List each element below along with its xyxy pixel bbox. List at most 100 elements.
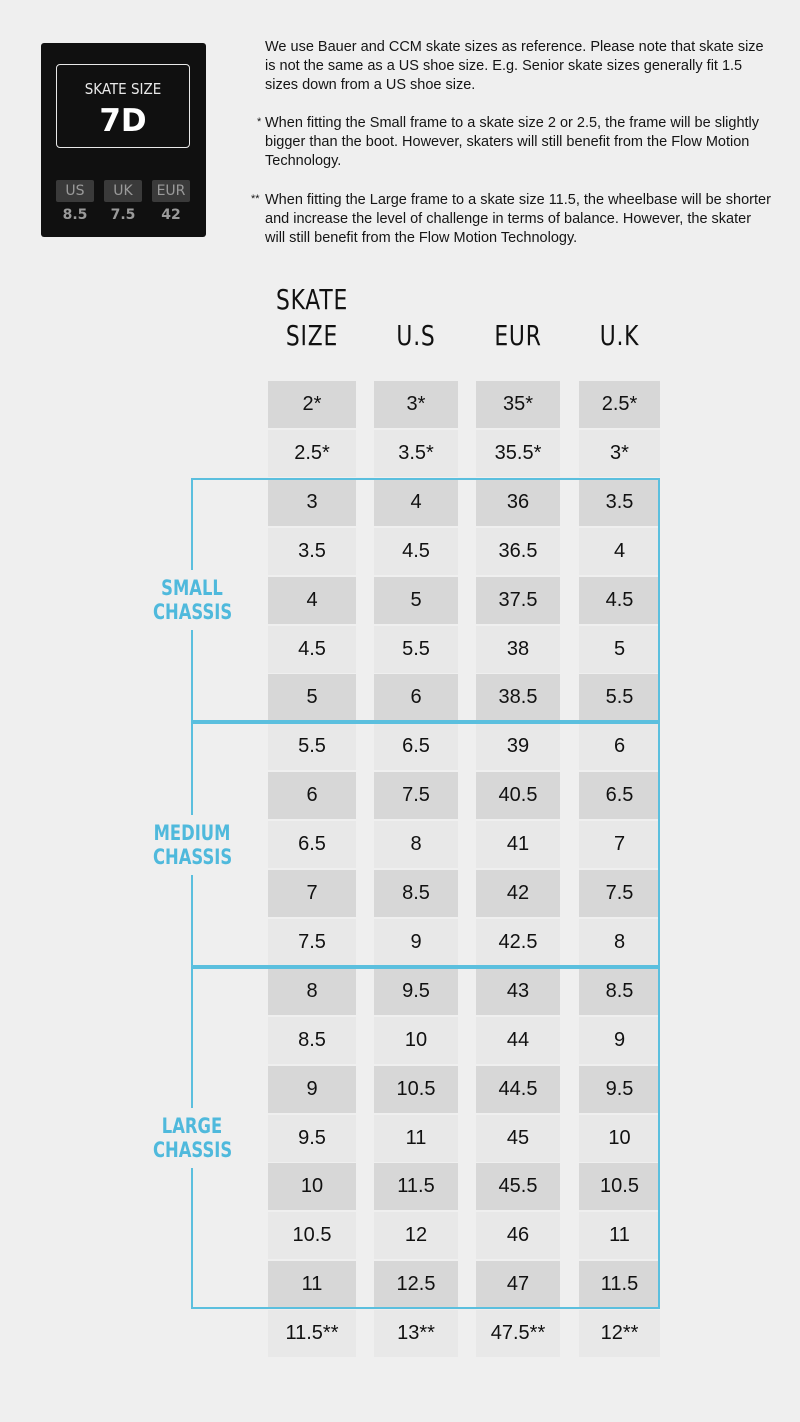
table-cell-uk: 11 [579, 1212, 660, 1260]
table-cell-uk: 4 [579, 527, 660, 575]
table-cell-uk: 9.5 [579, 1065, 660, 1113]
table-cell-uk: 3* [579, 429, 660, 477]
header-eur-line2: EUR [494, 319, 542, 352]
table-cell-us: 9 [374, 918, 458, 966]
table-cell-uk: 2.5* [579, 381, 660, 428]
small-chassis-box [191, 477, 660, 723]
header-uk-line2: U.K [599, 319, 640, 352]
table-cell-eur: 41 [476, 821, 560, 869]
table-cell-uk: 7 [579, 821, 660, 869]
header-skate-size: SKATE SIZE [262, 282, 362, 354]
table-cell-uk: 9 [579, 1016, 660, 1064]
double-star-note: When fitting the Large frame to a skate … [265, 192, 771, 246]
header-uk-line1 [572, 282, 666, 318]
table-cell-us: 8.5 [374, 870, 458, 917]
table-cell-us: 10.5 [374, 1065, 458, 1113]
us-value: 8.5 [62, 207, 88, 223]
large-chassis-label-line2: CHASSIS [153, 1138, 233, 1162]
table-cell-eur: 36.5 [476, 527, 560, 575]
medium-chassis-box [191, 722, 660, 967]
table-cell-eur: 38 [476, 625, 560, 673]
header-eur-line1 [470, 282, 567, 318]
header-skate-size-line2: SIZE [285, 319, 339, 352]
table-cell-eur: 42.5 [476, 918, 560, 966]
table-cell-eur: 35.5* [476, 429, 560, 477]
table-cell-uk: 4.5 [579, 576, 660, 624]
table-cell-eur: 44 [476, 1016, 560, 1064]
table-cell-us: 11 [374, 1114, 458, 1162]
table-cell-eur: 47.5** [476, 1310, 560, 1358]
table-cell-uk: 5.5 [579, 674, 660, 722]
table-cell-uk: 6.5 [579, 772, 660, 820]
table-cell-skate-size: 4.5 [268, 625, 356, 673]
single-star-note: When fitting the Small frame to a skate … [265, 115, 760, 169]
table-cell-us: 13** [374, 1310, 458, 1358]
table-cell-uk: 12** [579, 1310, 660, 1358]
table-cell-skate-size: 2* [268, 381, 356, 428]
table-cell-eur: 46 [476, 1212, 560, 1260]
table-cell-us: 5 [374, 576, 458, 624]
medium-chassis-label-line1: MEDIUM [153, 820, 231, 845]
table-cell-eur: 45 [476, 1114, 560, 1162]
table-cell-skate-size: 10.5 [268, 1212, 356, 1260]
table-cell-uk: 10 [579, 1114, 660, 1162]
table-cell-skate-size: 3 [268, 478, 356, 526]
uk-tag: UK [104, 180, 142, 202]
table-cell-us: 4.5 [374, 527, 458, 575]
table-cell-uk: 10.5 [579, 1163, 660, 1211]
skate-size-label: SKATE SIZE [84, 80, 162, 98]
table-cell-us: 5.5 [374, 625, 458, 673]
uk-value: 7.5 [110, 207, 136, 223]
table-cell-eur: 44.5 [476, 1065, 560, 1113]
eur-tag: EUR [152, 180, 190, 202]
small-chassis-label: SMALL CHASSIS [153, 570, 232, 631]
table-cell-skate-size: 9 [268, 1065, 356, 1113]
skate-size-frame: SKATE SIZE 7D [56, 64, 190, 148]
skate-size-value: 7D [99, 103, 147, 139]
table-cell-uk: 8.5 [579, 967, 660, 1015]
table-cell-skate-size: 8 [268, 967, 356, 1015]
table-cell-eur: 35* [476, 381, 560, 428]
table-cell-uk: 7.5 [579, 870, 660, 917]
table-cell-us: 3.5* [374, 429, 458, 477]
header-uk: U.K [572, 282, 666, 354]
table-cell-eur: 45.5 [476, 1163, 560, 1211]
table-cell-uk: 11.5 [579, 1261, 660, 1309]
table-cell-us: 6 [374, 674, 458, 722]
table-cell-us: 12.5 [374, 1261, 458, 1309]
table-cell-us: 6.5 [374, 723, 458, 771]
double-star-mark: ** [251, 193, 260, 205]
table-cell-us: 7.5 [374, 772, 458, 820]
large-chassis-box [191, 966, 660, 1310]
medium-chassis-label: MEDIUM CHASSIS [153, 814, 233, 875]
intro-note: We use Bauer and CCM skate sizes as refe… [265, 39, 764, 93]
medium-chassis-label-line2: CHASSIS [153, 844, 233, 869]
table-cell-us: 10 [374, 1016, 458, 1064]
table-cell-skate-size: 7.5 [268, 918, 356, 966]
table-cell-eur: 42 [476, 870, 560, 917]
table-cell-uk: 8 [579, 918, 660, 966]
table-cell-skate-size: 5 [268, 674, 356, 722]
eur-value: 42 [161, 207, 181, 223]
us-tag: US [56, 180, 94, 202]
table-cell-skate-size: 11 [268, 1261, 356, 1309]
table-cell-uk: 3.5 [579, 478, 660, 526]
header-eur: EUR [470, 282, 567, 354]
table-cell-uk: 6 [579, 723, 660, 771]
table-cell-eur: 37.5 [476, 576, 560, 624]
header-us-line2: U.S [396, 319, 436, 352]
table-cell-eur: 43 [476, 967, 560, 1015]
table-cell-us: 12 [374, 1212, 458, 1260]
header-us: U.S [368, 282, 465, 354]
table-cell-eur: 39 [476, 723, 560, 771]
table-cell-us: 9.5 [374, 967, 458, 1015]
table-cell-skate-size: 4 [268, 576, 356, 624]
table-cell-skate-size: 5.5 [268, 723, 356, 771]
table-cell-us: 4 [374, 478, 458, 526]
small-chassis-label-line1: SMALL [161, 576, 223, 601]
table-cell-skate-size: 7 [268, 870, 356, 917]
table-cell-skate-size: 8.5 [268, 1016, 356, 1064]
large-chassis-label: LARGE CHASSIS [153, 1108, 233, 1168]
skate-size-card: SKATE SIZE 7D US UK EUR 8.5 7.5 42 [41, 43, 206, 237]
header-us-line1 [368, 282, 465, 318]
